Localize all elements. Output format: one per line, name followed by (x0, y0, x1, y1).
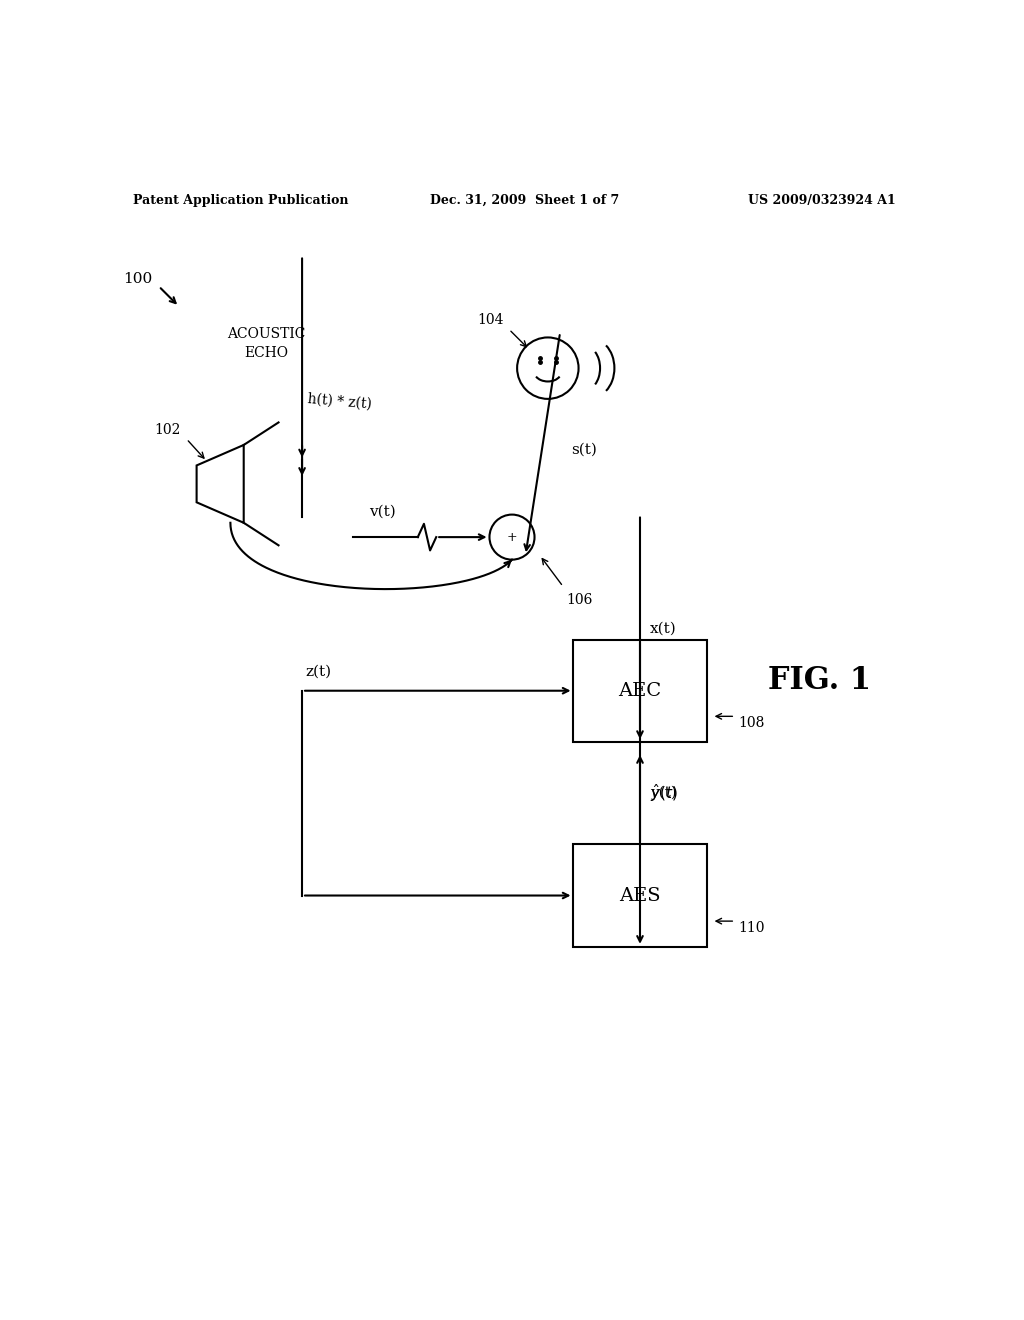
Text: FIG. 1: FIG. 1 (768, 665, 870, 696)
Text: 108: 108 (738, 717, 765, 730)
Text: ECHO: ECHO (245, 346, 288, 360)
Text: x(t): x(t) (650, 622, 677, 635)
Text: 104: 104 (477, 313, 504, 327)
Text: 106: 106 (566, 593, 593, 607)
Text: 110: 110 (738, 921, 765, 936)
Text: v(t): v(t) (369, 504, 395, 519)
Text: $\hat{y}(t)$: $\hat{y}(t)$ (650, 783, 678, 804)
Text: y(t): y(t) (650, 785, 677, 800)
Text: US 2009/0323924 A1: US 2009/0323924 A1 (748, 194, 895, 207)
Text: AEC: AEC (618, 681, 662, 700)
Text: Patent Application Publication: Patent Application Publication (133, 194, 348, 207)
FancyBboxPatch shape (573, 845, 707, 946)
Text: s(t): s(t) (571, 444, 597, 457)
Text: 102: 102 (154, 422, 180, 437)
Text: 100: 100 (124, 272, 153, 286)
Text: AES: AES (620, 887, 660, 904)
Text: z(t): z(t) (305, 664, 332, 678)
Text: h(t) * z(t): h(t) * z(t) (307, 392, 373, 412)
Text: ACOUSTIC: ACOUSTIC (227, 327, 305, 342)
FancyBboxPatch shape (573, 639, 707, 742)
Text: Dec. 31, 2009  Sheet 1 of 7: Dec. 31, 2009 Sheet 1 of 7 (430, 194, 620, 207)
Text: +: + (507, 531, 517, 544)
